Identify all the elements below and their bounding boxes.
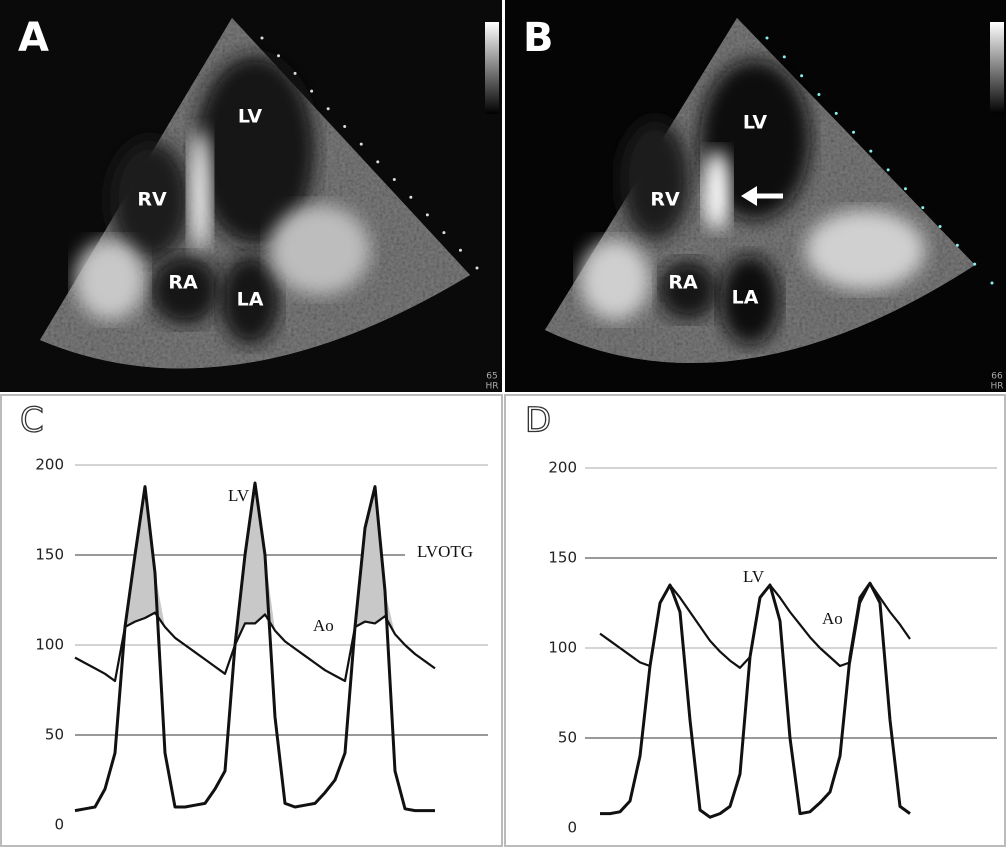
arrow-head [741, 186, 757, 206]
y-tick-label: 100 [548, 639, 577, 657]
depth-marker [458, 248, 462, 252]
depth-marker [260, 36, 264, 40]
depth-marker [277, 54, 281, 58]
y-tick-label: 50 [558, 729, 577, 747]
series-label: LV [743, 567, 765, 586]
echo-region [720, 255, 780, 345]
panel-letter: D [525, 401, 551, 441]
depth-marker [376, 160, 380, 164]
heart-rate: 65 [486, 372, 497, 382]
pressure-line [74, 611, 436, 683]
depth-marker [409, 195, 413, 199]
echo-region [75, 240, 145, 320]
depth-marker [782, 55, 786, 59]
panel-letter: A [18, 15, 49, 61]
echo-region [195, 55, 315, 245]
chamber-label: LA [237, 289, 264, 311]
echo-region [270, 205, 370, 295]
y-tick-label: 200 [35, 456, 64, 474]
annotation: LVOTG [417, 542, 473, 561]
echo-region [188, 130, 212, 250]
depth-marker [990, 281, 994, 285]
depth-marker [392, 178, 396, 182]
gray-scale-bar [990, 22, 1004, 114]
y-tick-label: 200 [548, 459, 577, 477]
gray-scale-bar [485, 22, 499, 114]
chamber-label: RV [650, 189, 680, 211]
depth-marker [475, 266, 479, 270]
chamber-label: LA [732, 287, 759, 309]
depth-marker [955, 243, 959, 247]
depth-marker [938, 224, 942, 228]
depth-marker [343, 124, 347, 128]
panel-letter: B [523, 15, 554, 61]
echo-image [545, 18, 994, 364]
depth-marker [310, 89, 314, 93]
series-label: LV [228, 486, 250, 505]
echo-region [658, 260, 718, 320]
depth-marker [973, 262, 977, 266]
depth-marker [886, 168, 890, 172]
depth-marker [800, 74, 804, 78]
chamber-label: RA [668, 272, 698, 294]
depth-marker [921, 206, 925, 210]
pressure-line [74, 481, 435, 813]
depth-marker [834, 111, 838, 115]
pressure-gradient-area [75, 483, 435, 681]
depth-marker [326, 107, 330, 111]
depth-marker [425, 213, 429, 217]
y-tick-label: 150 [548, 549, 577, 567]
echo-region [620, 120, 690, 240]
depth-marker [765, 36, 769, 40]
chamber-label: RA [168, 272, 198, 294]
series-label: Ao [822, 609, 843, 628]
panel-letter: C [20, 401, 44, 441]
heart-rate-unit: HR [485, 382, 498, 392]
echo-region [580, 240, 650, 320]
depth-marker [359, 142, 363, 146]
y-tick-label: 0 [567, 819, 577, 837]
depth-marker [817, 93, 821, 97]
y-tick-label: 100 [35, 636, 64, 654]
pressure-line [599, 582, 911, 669]
echo-region [220, 255, 280, 345]
series-label: Ao [313, 616, 334, 635]
echo-region [150, 255, 220, 325]
y-tick-label: 50 [45, 726, 64, 744]
heart-rate: 66 [991, 372, 1003, 382]
echo-image [40, 18, 479, 369]
depth-marker [869, 149, 873, 153]
echo-region [110, 140, 190, 260]
chamber-label: RV [137, 189, 167, 211]
depth-marker [852, 130, 856, 134]
echo-region [805, 210, 925, 290]
y-tick-label: 0 [54, 816, 64, 834]
depth-marker [903, 187, 907, 191]
heart-rate-unit: HR [990, 382, 1003, 392]
depth-marker [442, 231, 446, 235]
chamber-label: LV [743, 112, 767, 134]
depth-marker [293, 71, 297, 75]
y-tick-label: 150 [35, 546, 64, 564]
chamber-label: LV [238, 106, 262, 128]
echo-region [703, 150, 731, 230]
